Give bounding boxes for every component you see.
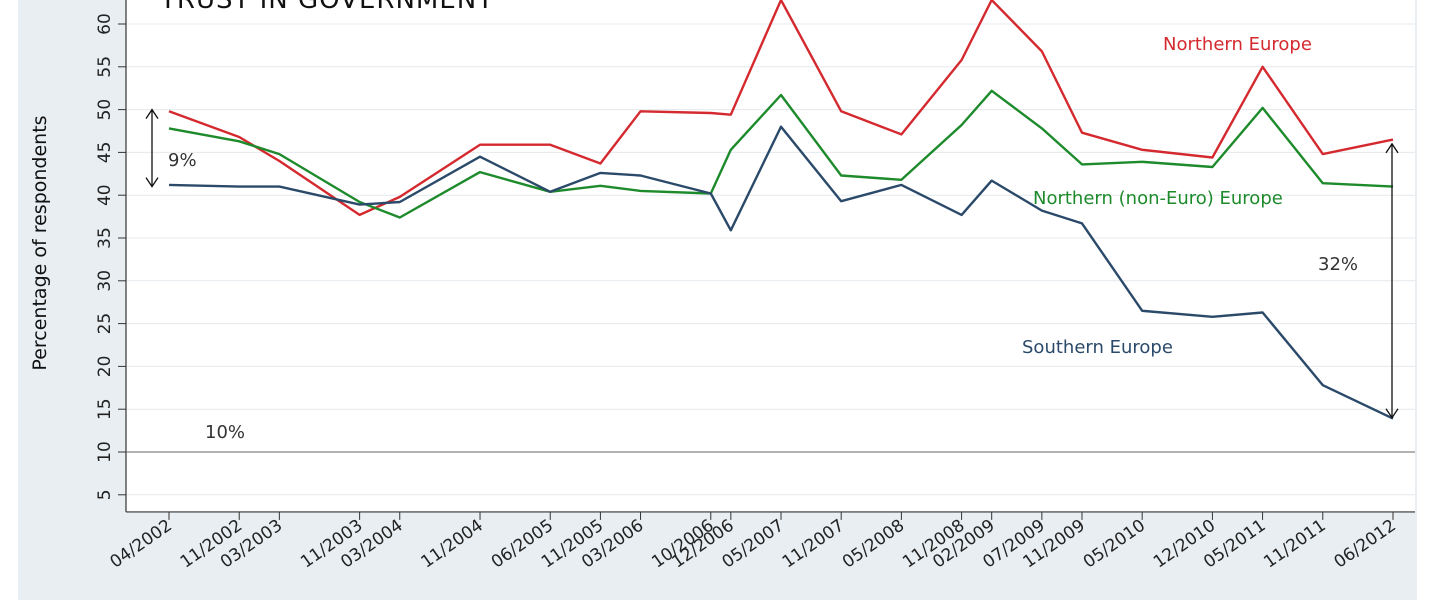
reference-line-group: 10% (126, 422, 1415, 453)
plot-area (126, 0, 1415, 512)
reference-line-label: 10% (205, 422, 245, 443)
y-tick-label: 55 (95, 56, 115, 78)
y-tick-label: 20 (95, 356, 115, 378)
y-axis-title: Percentage of respondents (29, 115, 51, 370)
annotation-arrowhead (1385, 408, 1399, 419)
series-label: Southern Europe (1022, 337, 1173, 358)
annotation-arrowhead (145, 177, 159, 188)
series-group: Northern Europe Northern (non-Euro) Europ… (168, 0, 1394, 420)
y-tick-label: 35 (95, 227, 115, 249)
y-axis: 5 10 15 20 25 30 35 40 45 50 55 60 (95, 0, 127, 512)
y-tick-label: 60 (95, 13, 115, 35)
series-label: Northern Europe (1163, 34, 1312, 55)
annotation-arrowhead (145, 108, 159, 119)
y-tick-label: 25 (95, 313, 115, 335)
chart-title: TRUST IN GOVERNMENT (159, 0, 494, 15)
y-tick-label: 10 (95, 441, 115, 463)
y-tick-label: 40 (95, 184, 115, 206)
annotation-label: 32% (1318, 254, 1358, 275)
y-tick-label: 45 (95, 142, 115, 164)
annotation-label: 9% (168, 150, 197, 171)
y-tick-label: 30 (95, 270, 115, 292)
y-tick-label: 50 (95, 99, 115, 121)
y-tick-label: 15 (95, 398, 115, 420)
series-line (168, 125, 1394, 420)
annotation-arrowhead (1385, 142, 1399, 154)
series-line (168, 89, 1394, 219)
series-label: Northern (non-Euro) Europe (1033, 188, 1283, 209)
annotations: 9% 32% (145, 108, 1399, 419)
y-tick-label: 5 (95, 489, 115, 500)
